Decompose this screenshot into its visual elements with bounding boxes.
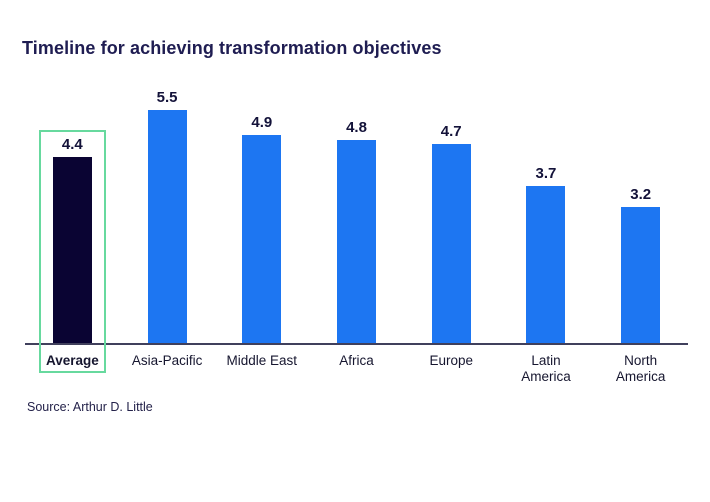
bar-value-label: 3.2 [630, 186, 652, 203]
bar [431, 144, 471, 343]
bar-plot-area: 4.4 5.5 4.9 4.8 4.7 3.7 3.2 [25, 0, 688, 343]
bar-value-label: 5.5 [156, 89, 178, 106]
bar [337, 140, 377, 343]
bar-column-middle-east: 4.9 [214, 115, 309, 343]
bar [147, 110, 187, 343]
bar [52, 157, 92, 343]
bar-column-africa: 4.8 [309, 120, 404, 343]
category-label: Asia-Pacific [131, 353, 203, 368]
bar-column-asia-pacific: 5.5 [120, 90, 215, 343]
chart-title: Timeline for achieving transformation ob… [22, 38, 442, 58]
category-axis-labels: Average Asia-Pacific Middle East Africa Euro… [25, 353, 688, 385]
bar [526, 186, 566, 343]
x-axis-line [25, 343, 688, 345]
bar-value-label: 4.9 [251, 114, 273, 131]
category-label: Latin America [521, 353, 571, 384]
bar-value-label: 3.7 [535, 165, 557, 182]
bar-column-average: 4.4 [25, 137, 120, 343]
source-note: Source: Arthur D. Little [27, 400, 153, 414]
bar-column-latin-america: 3.7 [499, 166, 594, 343]
category-label: Africa [339, 353, 374, 368]
bar [621, 207, 661, 343]
bar-value-label: 4.7 [440, 123, 462, 140]
bar-value-label: 4.4 [61, 136, 83, 153]
category-label: North America [615, 353, 666, 384]
category-label: Average [45, 353, 99, 368]
category-label: Europe [429, 353, 473, 368]
bar-column-europe: 4.7 [404, 124, 499, 343]
bar-column-north-america: 3.2 [593, 187, 688, 343]
bar [242, 135, 282, 343]
bar-value-label: 4.8 [346, 119, 367, 136]
category-label: Middle East [226, 353, 298, 368]
